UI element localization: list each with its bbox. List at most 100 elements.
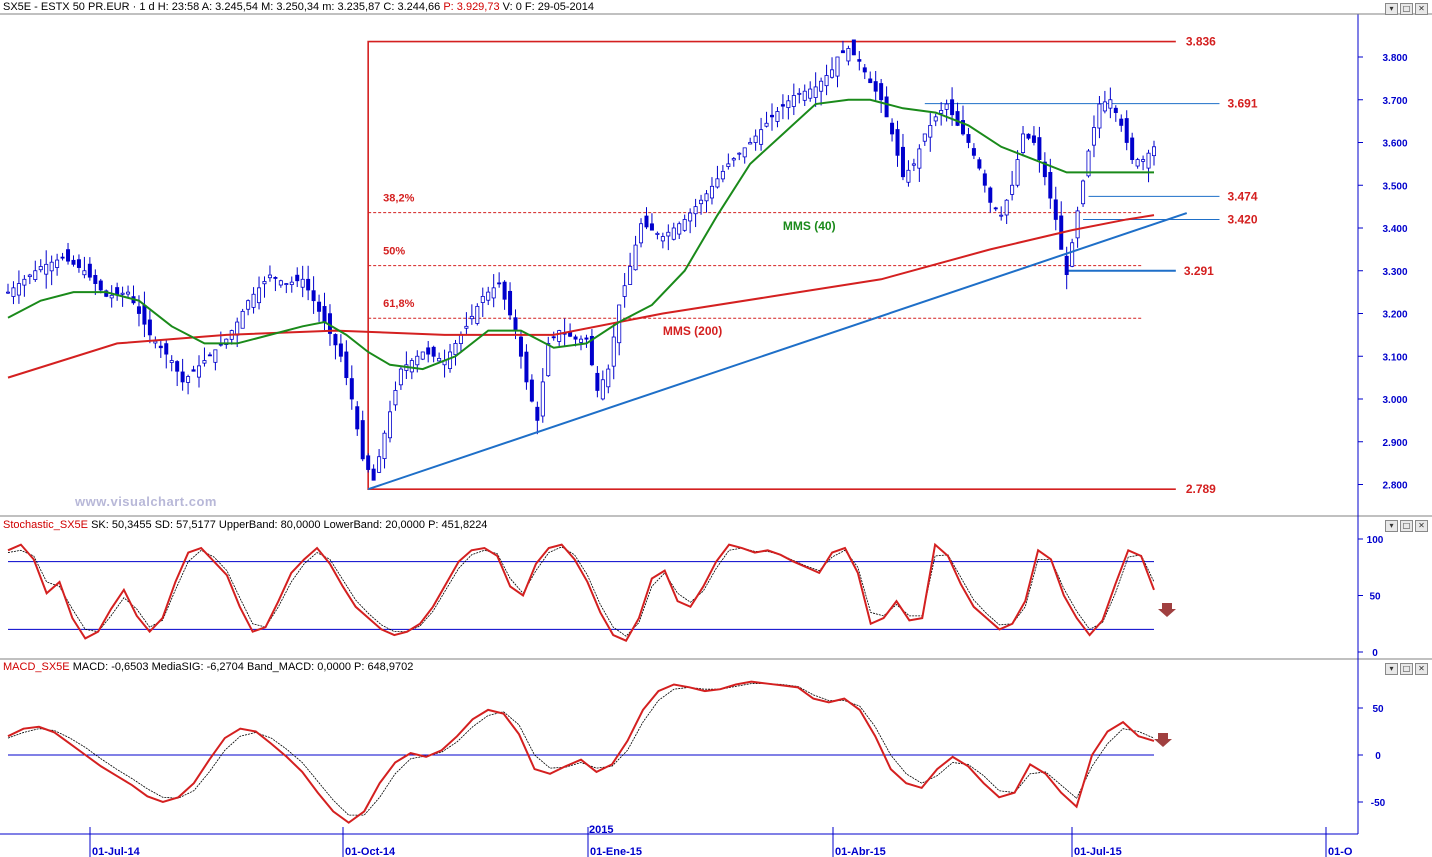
candle-body <box>191 369 196 372</box>
candle-body <box>1053 199 1058 220</box>
candle-body <box>699 199 704 205</box>
header-min: m: 3.235,87 <box>322 1 381 13</box>
time-axis-label: 01-Jul-15 <box>1074 846 1122 857</box>
candle-body <box>284 283 289 285</box>
candle-body <box>66 249 71 262</box>
stoch-name: Stochastic_SX5E <box>3 519 88 531</box>
close-button[interactable]: ✕ <box>1415 663 1428 675</box>
candle-body <box>977 159 982 169</box>
candle-body <box>922 133 927 142</box>
candle-body <box>60 256 65 259</box>
close-button[interactable]: ✕ <box>1415 3 1428 15</box>
candle-body <box>16 283 21 296</box>
candle-body <box>246 300 251 310</box>
stoch-sk: SK: 50,3455 <box>91 519 152 531</box>
candle-body <box>33 270 38 280</box>
candle-body <box>917 148 922 169</box>
maximize-button[interactable]: □ <box>1400 520 1413 532</box>
candle-body <box>126 291 131 295</box>
close-button[interactable]: ✕ <box>1415 520 1428 532</box>
candle-body <box>142 305 147 325</box>
candle-body <box>71 259 76 265</box>
candle-body <box>1026 133 1031 139</box>
candle-body <box>780 104 785 107</box>
maximize-button[interactable]: □ <box>1400 3 1413 15</box>
candle-body <box>709 185 714 199</box>
candle-body <box>235 321 240 336</box>
candle-body <box>387 411 392 439</box>
candle-body <box>349 378 354 400</box>
candle-body <box>1091 127 1096 146</box>
stoch-axis-tick-label: 0 <box>1372 648 1378 659</box>
candle-body <box>546 343 551 377</box>
candle-body <box>251 293 256 308</box>
candle-body <box>955 111 960 126</box>
candle-body <box>300 278 305 288</box>
macd-header: MACD_SX5E MACD: -0,6503 MediaSIG: -6,270… <box>3 661 413 673</box>
candle-body <box>175 361 180 372</box>
candle-body <box>6 291 11 294</box>
candle-body <box>169 360 174 363</box>
candle-body <box>906 169 911 183</box>
candle-body <box>808 88 813 99</box>
candle-body <box>813 86 818 98</box>
sma-40-line <box>7 98 1154 371</box>
minimize-button[interactable]: ▾ <box>1385 520 1398 532</box>
candle-body <box>579 338 584 343</box>
candle-body <box>988 187 993 203</box>
candle-body <box>1113 107 1118 113</box>
candle-body <box>551 336 556 339</box>
candle-body <box>338 343 343 357</box>
price-axis-tick-label: 3.300 <box>1382 267 1407 278</box>
candle-body <box>437 357 442 362</box>
stoch-p: P: 451,8224 <box>428 519 488 531</box>
minimize-button[interactable]: ▾ <box>1385 3 1398 15</box>
candle-body <box>311 290 316 302</box>
candle-body <box>1064 255 1069 275</box>
candle-body <box>824 75 829 87</box>
candle-body <box>830 69 835 78</box>
candle-body <box>846 48 851 62</box>
candle-body <box>518 336 523 357</box>
candle-body <box>322 306 327 323</box>
candle-body <box>273 277 278 279</box>
level-label: 3.291 <box>1184 264 1214 278</box>
candle-body <box>682 219 687 231</box>
candle-body <box>104 290 109 297</box>
candle-body <box>491 287 496 299</box>
candle-body <box>196 365 201 378</box>
time-axis-label: 01-Jul-14 <box>92 846 141 857</box>
candle-body <box>202 360 207 364</box>
candle-body <box>639 223 644 244</box>
candle-body <box>671 227 676 240</box>
candle-body <box>655 232 660 235</box>
sma-200-label: MMS (200) <box>663 324 722 338</box>
candle-body <box>257 287 262 304</box>
support-trendline <box>367 212 1188 491</box>
candle-body <box>890 122 895 135</box>
stoch-axis-tick-label: 100 <box>1367 535 1384 546</box>
candle-body <box>453 343 458 356</box>
candle-body <box>557 330 562 342</box>
maximize-button[interactable]: □ <box>1400 663 1413 675</box>
candle-body <box>573 336 578 340</box>
year-marker: 2015 <box>589 824 613 836</box>
candle-body <box>27 274 32 278</box>
candle-body <box>1031 135 1036 143</box>
fib-low-label: 2.789 <box>1186 482 1216 496</box>
candle-body <box>136 306 141 314</box>
candle-body <box>1015 159 1020 186</box>
candle-body <box>415 355 420 366</box>
candle-body <box>737 152 742 155</box>
stoch-sd-line <box>7 546 1155 637</box>
macd-axis-tick-label: 0 <box>1375 751 1381 762</box>
macd-axis-tick-label: -50 <box>1371 798 1386 809</box>
price-axis-tick-label: 3.100 <box>1382 352 1407 363</box>
candle-body <box>1130 137 1135 160</box>
candle-body <box>584 337 589 340</box>
candle-body <box>180 371 185 383</box>
candle-body <box>993 207 998 210</box>
candle-body <box>895 129 900 156</box>
candle-body <box>497 282 502 285</box>
minimize-button[interactable]: ▾ <box>1385 663 1398 675</box>
